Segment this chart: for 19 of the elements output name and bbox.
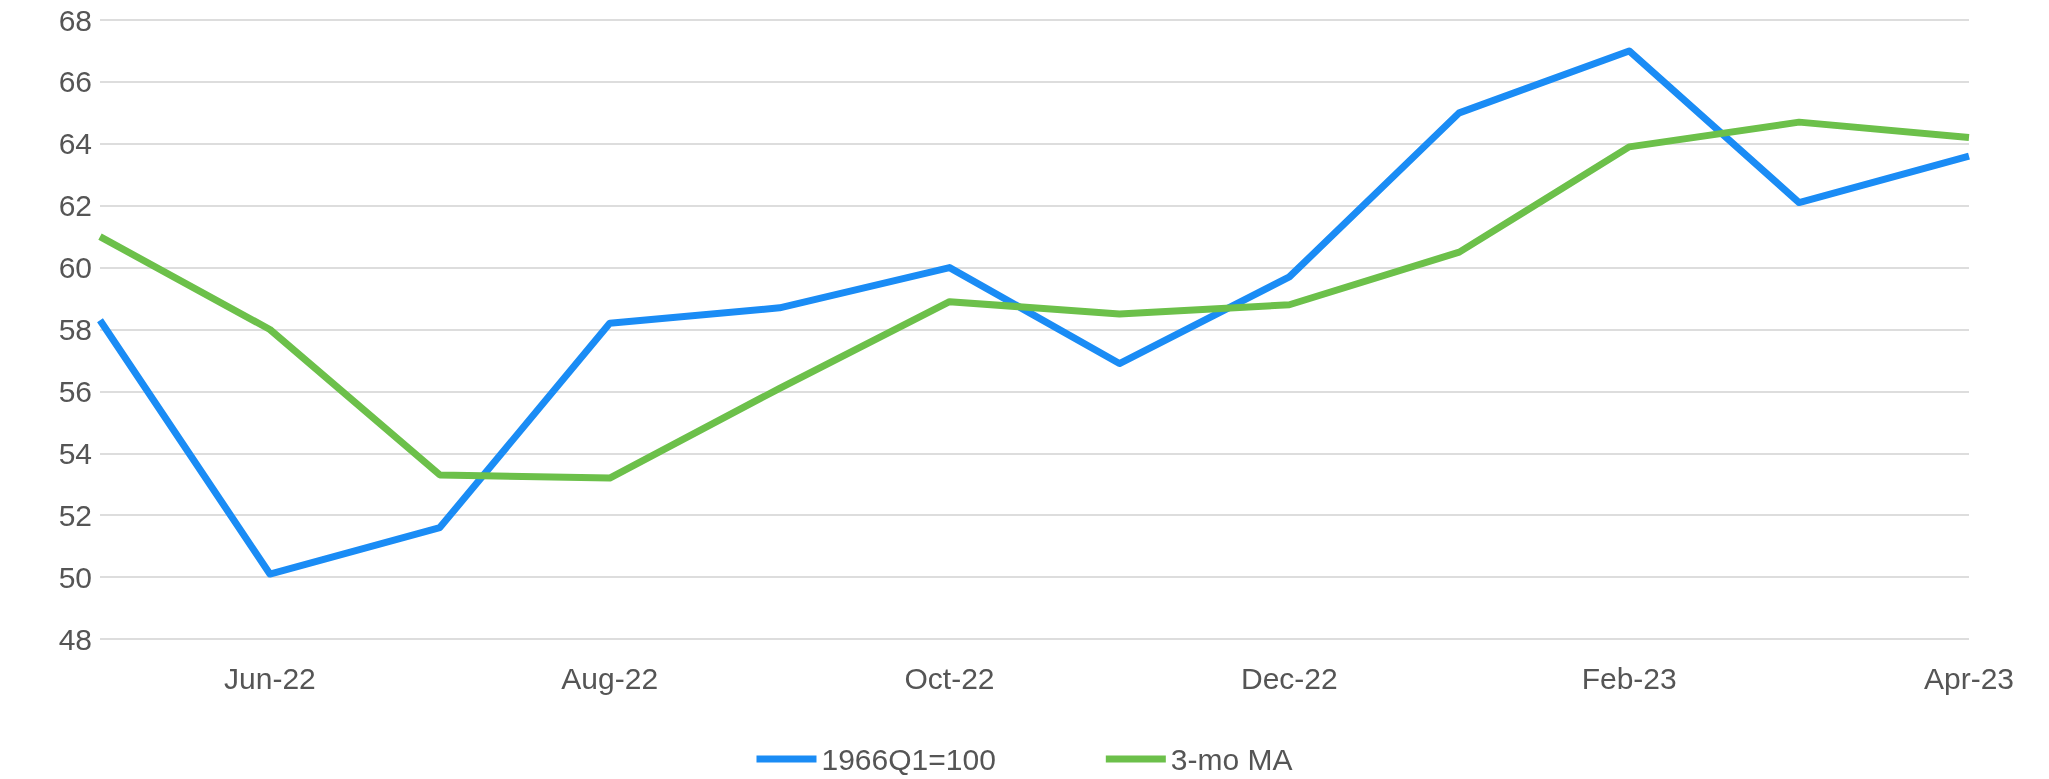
legend-label: 3-mo MA bbox=[1170, 742, 1293, 776]
y-tick-label: 64 bbox=[58, 127, 92, 161]
x-tick-label: Oct-22 bbox=[904, 661, 995, 695]
x-tick-label: Aug-22 bbox=[561, 661, 659, 695]
y-tick-label: 68 bbox=[58, 3, 92, 37]
x-tick-label: Jun-22 bbox=[224, 661, 316, 695]
x-tick-label: Feb-23 bbox=[1581, 661, 1677, 695]
y-tick-label: 50 bbox=[58, 560, 92, 594]
x-tick-label: Dec-22 bbox=[1241, 661, 1338, 695]
y-tick-label: 54 bbox=[58, 436, 92, 470]
y-tick-label: 48 bbox=[58, 622, 92, 656]
y-tick-label: 58 bbox=[58, 313, 92, 346]
y-tick-label: 56 bbox=[58, 374, 92, 408]
legend-label: 1966Q1=100 bbox=[821, 742, 996, 776]
y-tick-label: 52 bbox=[58, 498, 92, 532]
y-tick-label: 66 bbox=[58, 65, 92, 99]
y-tick-label: 62 bbox=[58, 189, 92, 223]
x-tick-label: Apr-23 bbox=[1923, 661, 2015, 695]
y-tick-label: 60 bbox=[58, 251, 92, 285]
